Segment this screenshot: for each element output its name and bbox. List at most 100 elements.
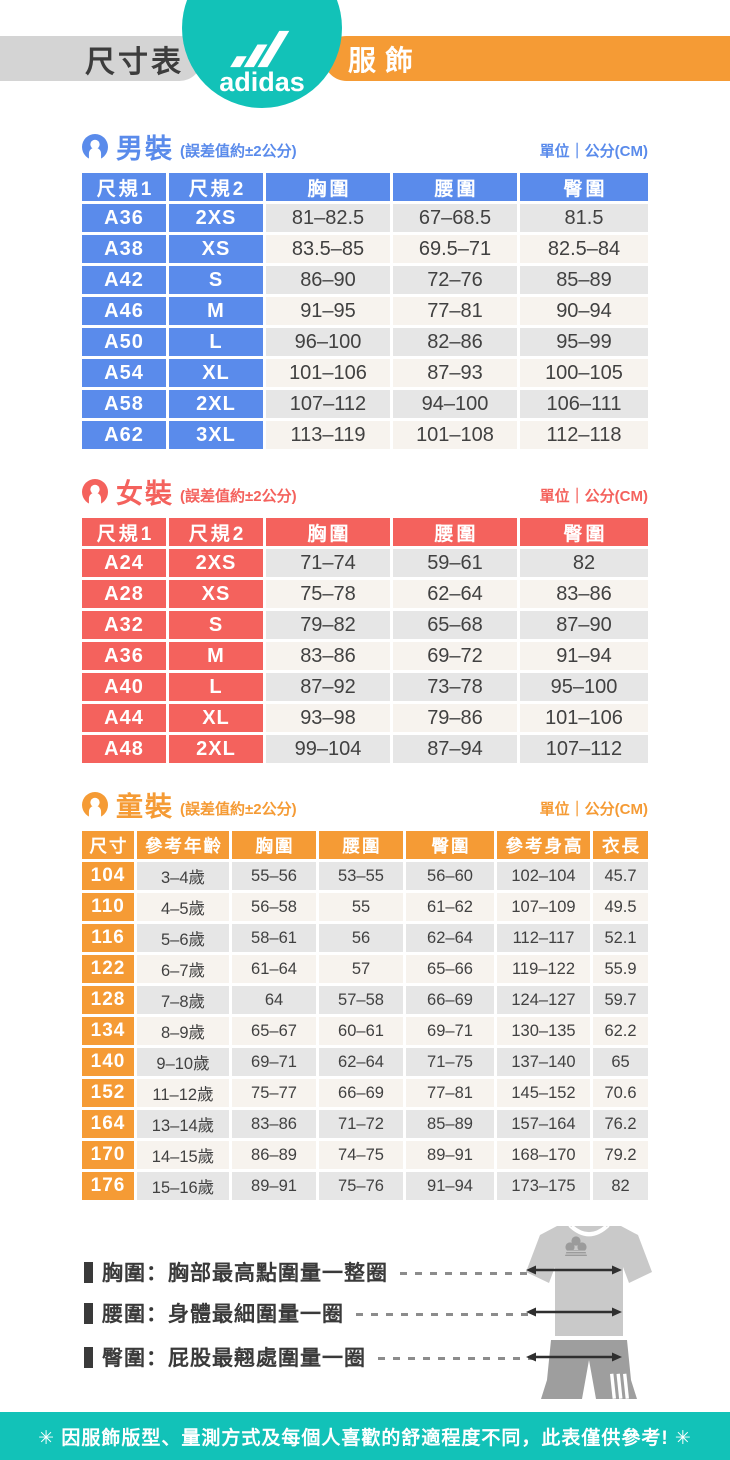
- value-cell: 65–68: [393, 611, 517, 639]
- value-cell: 130–135: [497, 1017, 590, 1045]
- table-row: 128 7–8歲 64 57–58 66–69 124–127 59.7: [82, 986, 648, 1014]
- value-cell: 79.2: [593, 1141, 648, 1169]
- value-cell: 53–55: [319, 862, 403, 890]
- value-cell: 81–82.5: [266, 204, 390, 232]
- brand-wordmark: adidas: [219, 67, 305, 97]
- column-header: 參考身高: [497, 831, 590, 859]
- size-label-cell: S: [169, 611, 263, 639]
- dashed-line: [356, 1312, 536, 1316]
- disclaimer-text: ✳ 因服飾版型、量測方式及每個人喜歡的舒適程度不同，此表僅供參考! ✳: [38, 1427, 692, 1449]
- value-cell: 137–140: [497, 1048, 590, 1076]
- value-cell: 69.5–71: [393, 235, 517, 263]
- value-cell: 45.7: [593, 862, 648, 890]
- size-label-cell: 2XS: [169, 549, 263, 577]
- value-cell: 107–109: [497, 893, 590, 921]
- value-cell: 14–15歲: [137, 1141, 229, 1169]
- size-label-cell: A48: [82, 735, 166, 763]
- value-cell: 74–75: [319, 1141, 403, 1169]
- value-cell: 56: [319, 924, 403, 952]
- size-label-cell: A62: [82, 421, 166, 449]
- value-cell: 76.2: [593, 1110, 648, 1138]
- size-label-cell: A44: [82, 704, 166, 732]
- legend-chest-text: 胸圍：胸部最高點圍量一整圈: [102, 1262, 388, 1285]
- column-header: 尺規1: [82, 173, 166, 201]
- column-header: 腰圍: [319, 831, 403, 859]
- size-label-cell: 3XL: [169, 421, 263, 449]
- value-cell: 71–74: [266, 549, 390, 577]
- column-header: 尺規2: [169, 518, 263, 546]
- value-cell: 79–82: [266, 611, 390, 639]
- size-label-cell: 2XL: [169, 390, 263, 418]
- value-cell: 57–58: [319, 986, 403, 1014]
- value-cell: 66–69: [406, 986, 494, 1014]
- section-title: 童裝: [116, 792, 174, 822]
- section-unit: 單位｜公分(CM): [539, 488, 648, 505]
- value-cell: 13–14歲: [137, 1110, 229, 1138]
- value-cell: 6–7歲: [137, 955, 229, 983]
- legend-waist-text: 腰圍：身體最細圍量一圈: [102, 1303, 344, 1326]
- value-cell: 89–91: [406, 1141, 494, 1169]
- table-row: A58 2XL 107–112 94–100 106–111: [82, 390, 648, 418]
- value-cell: 101–108: [393, 421, 517, 449]
- hip-arrow: [526, 1352, 622, 1362]
- value-cell: 3–4歲: [137, 862, 229, 890]
- value-cell: 87–90: [520, 611, 648, 639]
- table-row: A36 M 83–86 69–72 91–94: [82, 642, 648, 670]
- value-cell: 60–61: [319, 1017, 403, 1045]
- size-chart-pill: 尺寸表: [0, 36, 202, 81]
- value-cell: 119–122: [497, 955, 590, 983]
- table-row: 152 11–12歲 75–77 66–69 77–81 145–152 70.6: [82, 1079, 648, 1107]
- value-cell: 82–86: [393, 328, 517, 356]
- person-icon: [82, 479, 108, 505]
- value-cell: 112–118: [520, 421, 648, 449]
- value-cell: 102–104: [497, 862, 590, 890]
- table-row: A32 S 79–82 65–68 87–90: [82, 611, 648, 639]
- value-cell: 65–66: [406, 955, 494, 983]
- table-row: A62 3XL 113–119 101–108 112–118: [82, 421, 648, 449]
- column-header: 臀圍: [520, 518, 648, 546]
- size-label-cell: 176: [82, 1172, 134, 1200]
- value-cell: 82: [593, 1172, 648, 1200]
- section-unit: 單位｜公分(CM): [539, 801, 648, 818]
- column-header: 胸圍: [232, 831, 316, 859]
- column-header: 腰圍: [393, 173, 517, 201]
- section-header: 女裝 (誤差值約±2公分) 單位｜公分(CM): [82, 476, 648, 508]
- table-row: A36 2XS 81–82.5 67–68.5 81.5: [82, 204, 648, 232]
- size-label-cell: A40: [82, 673, 166, 701]
- value-cell: 61–64: [232, 955, 316, 983]
- size-label-cell: A28: [82, 580, 166, 608]
- size-label-cell: 134: [82, 1017, 134, 1045]
- table-row: A50 L 96–100 82–86 95–99: [82, 328, 648, 356]
- section-header: 男裝 (誤差值約±2公分) 單位｜公分(CM): [82, 131, 648, 163]
- section-title: 女裝: [116, 479, 174, 509]
- value-cell: 101–106: [520, 704, 648, 732]
- table-row: 122 6–7歲 61–64 57 65–66 119–122 55.9: [82, 955, 648, 983]
- table-row: A42 S 86–90 72–76 85–89: [82, 266, 648, 294]
- size-label-cell: 170: [82, 1141, 134, 1169]
- value-cell: 95–99: [520, 328, 648, 356]
- value-cell: 91–94: [406, 1172, 494, 1200]
- value-cell: 4–5歲: [137, 893, 229, 921]
- value-cell: 87–93: [393, 359, 517, 387]
- size-label-cell: L: [169, 673, 263, 701]
- column-header: 尺規1: [82, 518, 166, 546]
- table-row: 104 3–4歲 55–56 53–55 56–60 102–104 45.7: [82, 862, 648, 890]
- legend-waist: 腰圍：身體最細圍量一圈: [84, 1301, 536, 1326]
- column-header: 尺規2: [169, 173, 263, 201]
- value-cell: 77–81: [393, 297, 517, 325]
- section-tolerance: (誤差值約±2公分): [180, 143, 297, 160]
- value-cell: 91–95: [266, 297, 390, 325]
- value-cell: 173–175: [497, 1172, 590, 1200]
- size-label-cell: 122: [82, 955, 134, 983]
- value-cell: 49.5: [593, 893, 648, 921]
- table-row: A46 M 91–95 77–81 90–94: [82, 297, 648, 325]
- value-cell: 75–78: [266, 580, 390, 608]
- person-icon: [82, 134, 108, 160]
- value-cell: 99–104: [266, 735, 390, 763]
- value-cell: 71–75: [406, 1048, 494, 1076]
- value-cell: 58–61: [232, 924, 316, 952]
- size-label-cell: XL: [169, 704, 263, 732]
- value-cell: 82.5–84: [520, 235, 648, 263]
- value-cell: 69–71: [406, 1017, 494, 1045]
